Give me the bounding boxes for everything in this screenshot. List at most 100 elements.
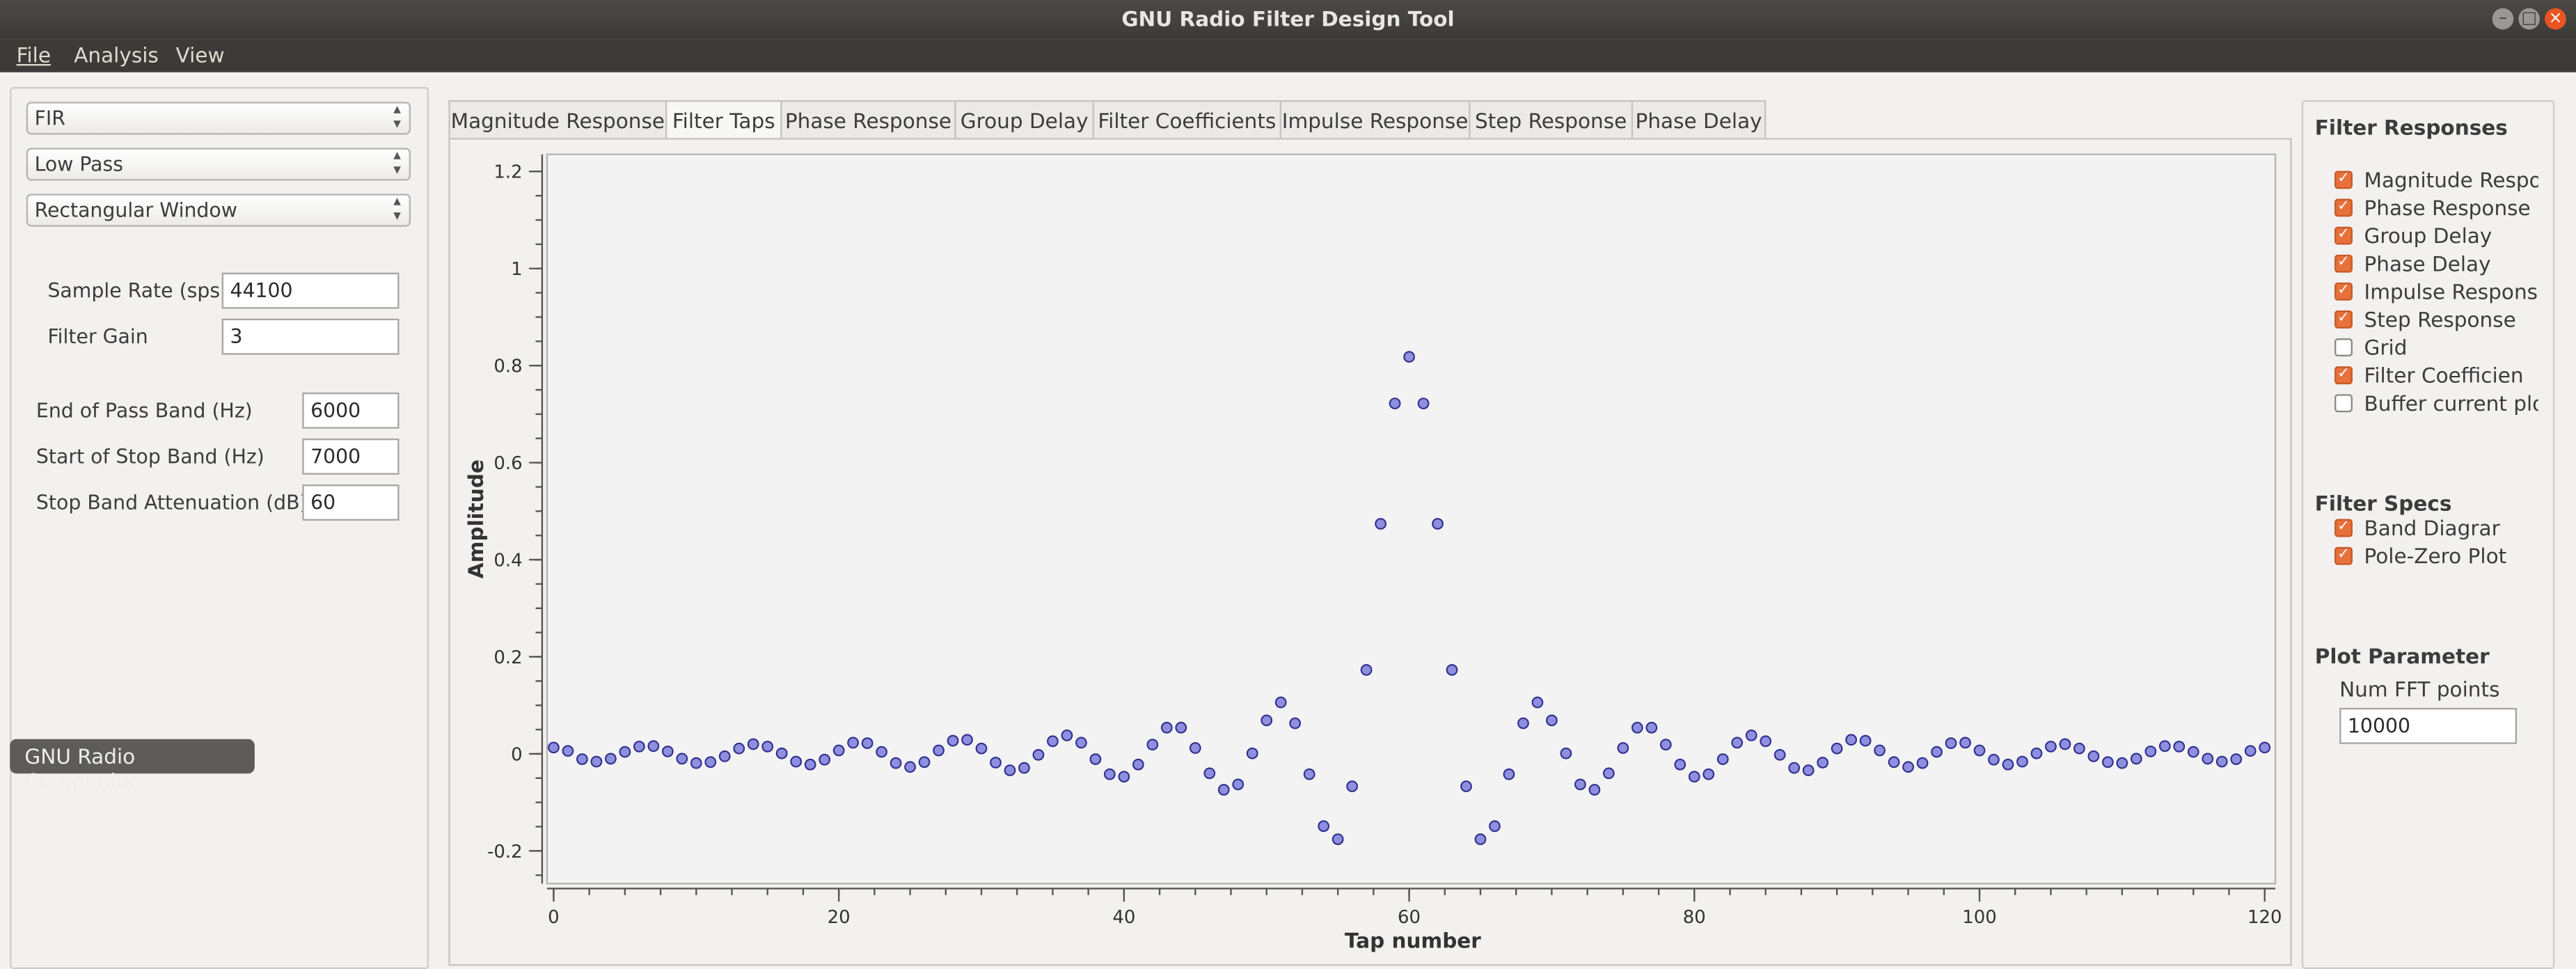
checkbox-pole-zero-plot[interactable]: ✓ Pole-Zero Plot (2334, 546, 2538, 570)
num-fft-input[interactable]: 10000 (2339, 707, 2518, 744)
checkbox-band-diagrar[interactable]: ✓ Band Diagrar (2334, 519, 2538, 542)
filter-specs-heading: Filter Specs (2314, 491, 2452, 516)
tap-point (1817, 757, 1829, 769)
tap-point (1360, 663, 1373, 676)
x-axis: 0 20 40 60 80 100 120 (548, 888, 2282, 928)
plot-canvas (546, 153, 2277, 885)
tab-impulse-response[interactable]: Impulse Response (1279, 100, 1471, 140)
tab-group-delay[interactable]: Group Delay (954, 100, 1094, 140)
filter-type-select[interactable]: FIR ▴ ▾ (26, 102, 411, 135)
tap-point (790, 755, 803, 768)
start-stop-band-input[interactable]: 7000 (302, 438, 400, 475)
band-type-select[interactable]: Low Pass ▴ ▾ (26, 148, 411, 181)
filter-gain-input[interactable]: 3 (221, 318, 400, 355)
tap-point (1802, 764, 1815, 777)
plot-parameter-heading: Plot Parameter (2314, 643, 2490, 669)
checkbox-checked-icon[interactable]: ✓ (2334, 519, 2353, 537)
y-tick-label: -0.2 (487, 842, 523, 862)
tap-point (2059, 738, 2071, 750)
tap-point (1032, 748, 1045, 761)
tap-point (1831, 742, 1843, 755)
tap-point (562, 745, 574, 757)
tap-point (1489, 820, 1501, 833)
checkbox-label: Step Response (2364, 310, 2516, 332)
checkbox-step-response[interactable]: ✓ Step Response (2334, 310, 2538, 333)
end-pass-band-input[interactable]: 6000 (302, 392, 400, 429)
tap-point (1602, 767, 1615, 780)
tap-point (2244, 745, 2257, 757)
tab-filter-coefficients[interactable]: Filter Coefficients (1092, 100, 1282, 140)
menu-file[interactable]: File (16, 42, 51, 68)
checkbox-checked-icon[interactable]: ✓ (2334, 171, 2353, 189)
tap-point (704, 756, 717, 769)
minimize-icon[interactable]: – (2492, 8, 2514, 30)
close-icon[interactable]: × (2545, 8, 2566, 30)
checkbox-checked-icon[interactable]: ✓ (2334, 310, 2353, 329)
tap-point (861, 737, 874, 749)
tap-point (1773, 748, 1786, 761)
tap-point (733, 742, 745, 755)
tap-point (933, 744, 945, 757)
menu-view[interactable]: View (175, 42, 225, 68)
checkbox-label: Filter Coefficien (2364, 366, 2524, 388)
tap-point (604, 753, 617, 765)
tap-point (832, 744, 845, 757)
tap-point (590, 755, 603, 768)
window-type-value: Rectangular Window (34, 198, 237, 222)
sample-rate-label: Sample Rate (sps) (47, 279, 228, 303)
tap-point (1417, 397, 1430, 409)
tap-point (1289, 717, 1302, 730)
checkbox-group-delay[interactable]: ✓ Group Delay (2334, 226, 2538, 250)
tap-point (1075, 736, 1087, 749)
checkbox-unchecked-icon[interactable] (2334, 394, 2353, 413)
tap-point (661, 746, 674, 757)
checkbox-checked-icon[interactable]: ✓ (2334, 366, 2353, 385)
sample-rate-input[interactable]: 44100 (221, 272, 400, 309)
tab-filter-taps[interactable]: Filter Taps (665, 100, 782, 140)
checkbox-magnitude-respon[interactable]: ✓ Magnitude Respon (2334, 171, 2538, 194)
tap-point (761, 741, 774, 753)
tab-step-response[interactable]: Step Response (1469, 100, 1634, 140)
tap-point (1061, 730, 1073, 741)
x-tick-label: 100 (1962, 907, 1997, 928)
tap-point (1588, 784, 1601, 796)
tab-phase-delay[interactable]: Phase Delay (1631, 100, 1767, 140)
checkbox-grid[interactable]: Grid (2334, 338, 2538, 361)
tap-point (747, 738, 759, 750)
checkbox-label: Band Diagrar (2364, 519, 2500, 541)
tap-point (2087, 750, 2100, 762)
tap-point (690, 757, 702, 769)
checkbox-checked-icon[interactable]: ✓ (2334, 254, 2353, 273)
checkbox-checked-icon[interactable]: ✓ (2334, 282, 2353, 301)
tap-point (2030, 747, 2043, 759)
tap-point (1047, 735, 1059, 748)
stop-band-atten-input[interactable]: 60 (302, 484, 400, 521)
checkbox-phase-delay[interactable]: ✓ Phase Delay (2334, 254, 2538, 278)
checkbox-phase-response[interactable]: ✓ Phase Response (2334, 198, 2538, 221)
tab-magnitude-response[interactable]: Magnitude Response (448, 100, 667, 140)
tap-point (1659, 739, 1672, 751)
checkbox-filter-coefficien[interactable]: ✓ Filter Coefficien (2334, 366, 2538, 389)
checkbox-checked-icon[interactable]: ✓ (2334, 546, 2353, 565)
menu-analysis[interactable]: Analysis (74, 42, 159, 68)
filter-taps-chart[interactable]: -0.2 0 0.2 0.4 0.6 0.8 1 1.2 0 20 40 60 80 100 120 Ta… (450, 140, 2291, 964)
checkbox-unchecked-icon[interactable] (2334, 338, 2353, 356)
checkbox-checked-icon[interactable]: ✓ (2334, 226, 2353, 245)
tap-point (990, 757, 1002, 769)
tap-point (1189, 742, 1201, 754)
maximize-icon[interactable]: □ (2518, 8, 2541, 30)
gnu-radio-companion-button[interactable]: GNU Radio Companion (10, 739, 255, 794)
checkbox-impulse-response[interactable]: ✓ Impulse Response (2334, 282, 2538, 306)
tab-phase-response[interactable]: Phase Response (780, 100, 956, 140)
tap-point (2215, 755, 2228, 768)
tap-point (819, 753, 831, 766)
window-type-select[interactable]: Rectangular Window ▴ ▾ (26, 194, 411, 227)
checkbox-label: Pole-Zero Plot (2364, 546, 2507, 569)
checkbox-checked-icon[interactable]: ✓ (2334, 198, 2353, 217)
tap-point (1945, 737, 1957, 749)
tap-point (876, 746, 887, 758)
tap-point (1004, 764, 1016, 777)
filter-responses-heading: Filter Responses (2314, 115, 2508, 140)
checkbox-buffer-current-plo[interactable]: Buffer current plo (2334, 394, 2538, 417)
tap-point (676, 753, 688, 765)
